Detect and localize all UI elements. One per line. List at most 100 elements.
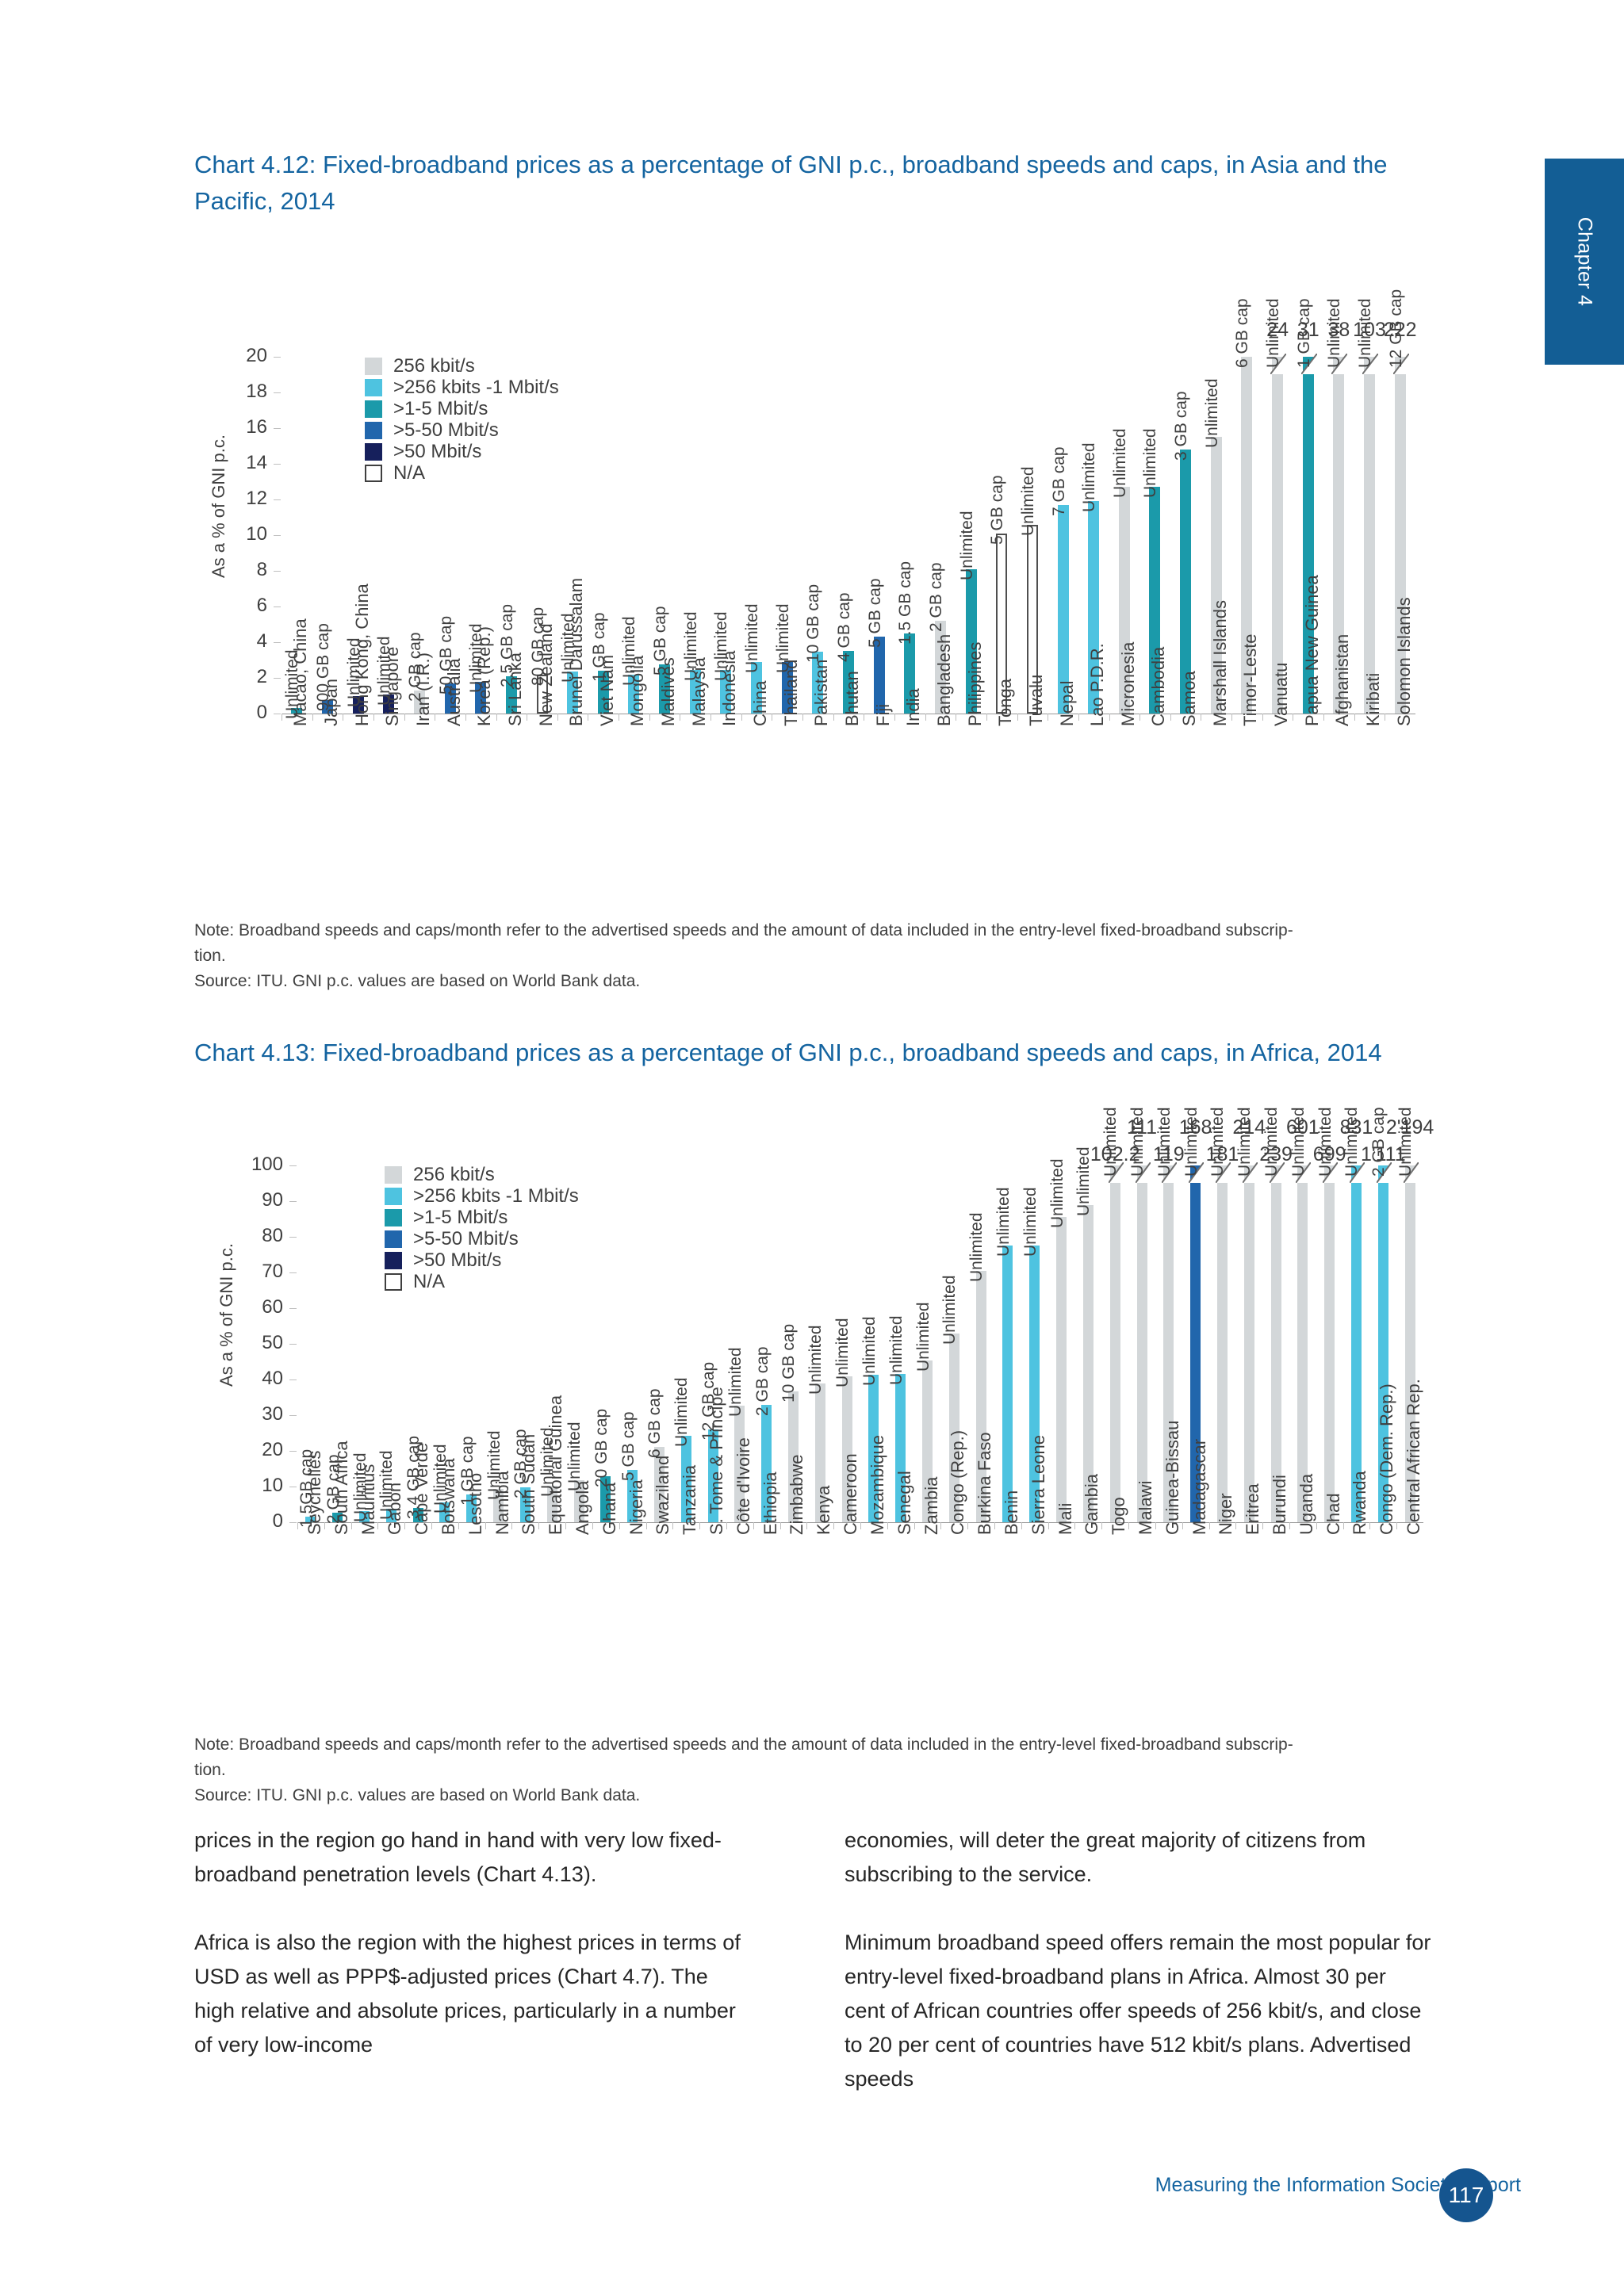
page-number-badge: 117: [1439, 2168, 1493, 2222]
y-axis-tick-label: 0: [272, 1510, 283, 1532]
x-axis-tick-mark: [1208, 1522, 1210, 1529]
x-axis-tick-mark: [887, 1522, 888, 1529]
bar-namibia: [493, 1489, 504, 1522]
bar-south-sudan: [519, 1487, 530, 1522]
axis-break-icon: [1322, 1161, 1339, 1184]
chart-4-12-title-text: Fixed-broadband prices as a percentage o…: [194, 151, 1388, 215]
x-axis-category-label: Nigeria: [626, 1479, 646, 1535]
x-axis-tick-mark: [404, 1522, 406, 1529]
legend-item-5: N/A: [385, 1271, 579, 1292]
x-axis-category-label: Fiji: [872, 703, 893, 726]
x-axis-category-label: Gabon: [385, 1482, 405, 1535]
cap-label: 5 GB cap: [619, 1411, 638, 1482]
cap-label: 4 GB cap: [835, 592, 853, 663]
legend-label: >1-5 Mbit/s: [413, 1206, 508, 1228]
x-axis-tick-mark: [779, 1522, 781, 1529]
y-axis-tick-label: 8: [256, 559, 267, 580]
bar-bangladesh: [934, 621, 946, 714]
x-axis-tick-mark: [967, 1522, 969, 1529]
bar-mongolia: [628, 674, 640, 714]
y-axis-tick-mark: [274, 392, 281, 393]
x-axis-category-label: Cambodia: [1148, 646, 1169, 726]
x-axis-tick-mark: [940, 1522, 942, 1529]
x-axis-tick-mark: [699, 1522, 701, 1529]
bar-cape-verde: [412, 1508, 423, 1522]
chapter-tab: Chapter 4: [1545, 159, 1624, 365]
legend-label: >256 kbits -1 Mbit/s: [413, 1184, 579, 1207]
bar-hong-kong-china: [352, 695, 364, 714]
bar-philippines: [965, 568, 977, 714]
bar-lao-p-d-r: [1088, 501, 1100, 714]
x-axis-tick-mark: [1396, 1522, 1398, 1529]
legend-label: >256 kbits -1 Mbit/s: [393, 376, 559, 398]
y-axis-tick-label: 20: [262, 1439, 283, 1460]
legend-swatch-icon: [365, 421, 382, 439]
legend-label: N/A: [413, 1270, 446, 1292]
note2-line-1: Note: Broadband speeds and caps/month re…: [194, 1735, 1293, 1754]
bar-uganda: [1297, 1165, 1308, 1522]
bar-benin: [1002, 1246, 1013, 1522]
x-axis-tick-mark: [833, 1522, 835, 1529]
x-axis-tick-mark: [465, 714, 466, 721]
note-line-3: Source: ITU. GNI p.c. values are based o…: [194, 972, 641, 990]
x-axis-category-label: India: [903, 688, 924, 726]
y-axis-tick-label: 40: [262, 1368, 283, 1389]
cap-label: Unlimited: [1202, 378, 1221, 449]
y-axis-tick-label: 10: [246, 523, 267, 545]
x-axis-tick-mark: [431, 1522, 433, 1529]
x-axis-category-label: Solomon Islands: [1393, 597, 1414, 726]
x-axis-tick-mark: [458, 1522, 459, 1529]
x-axis-tick-mark: [1021, 1522, 1022, 1529]
y-axis-tick-mark: [289, 1201, 297, 1202]
legend-item-0: 256 kbit/s: [365, 355, 559, 377]
x-axis-category-label: Kiribati: [1363, 672, 1384, 726]
y-axis-tick-mark: [289, 1415, 297, 1416]
x-axis-tick-mark: [1262, 714, 1263, 721]
bar-brunei-darussalam: [567, 672, 579, 714]
legend-label: >5-50 Mbit/s: [413, 1227, 519, 1249]
legend-swatch-icon: [385, 1208, 402, 1226]
axis-break-icon: [1392, 353, 1410, 375]
x-axis-tick-mark: [1369, 1522, 1371, 1529]
y-axis-tick-label: 16: [246, 416, 267, 438]
x-axis-tick-mark: [1182, 1522, 1183, 1529]
axis-break-icon: [1375, 1161, 1392, 1184]
bar-iran-i-r: [413, 690, 425, 714]
bar-viet-nam: [597, 671, 609, 714]
overflow-value-label: 119: [1152, 1143, 1185, 1165]
legend-item-4: >50 Mbit/s: [385, 1249, 579, 1271]
cap-label: 12 GB cap: [1386, 289, 1405, 368]
legend-item-1: >256 kbits -1 Mbit/s: [385, 1185, 579, 1207]
x-axis-tick-mark: [511, 1522, 513, 1529]
bar-new-zealand: [536, 674, 548, 714]
x-axis-tick-mark: [1017, 714, 1018, 721]
cap-label: Unlimited: [806, 1325, 825, 1395]
legend-item-3: >5-50 Mbit/s: [385, 1228, 579, 1249]
x-axis-tick-mark: [1109, 714, 1110, 721]
cap-label: Unlimited: [726, 1347, 745, 1418]
y-axis-tick-mark: [289, 1308, 297, 1309]
x-axis-category-label: Ethiopia: [760, 1471, 780, 1535]
cap-label: Unlimited: [1021, 1187, 1040, 1257]
axis-break-icon: [1270, 353, 1287, 375]
x-axis-tick-mark: [925, 714, 926, 721]
overflow-value-label: 111: [1126, 1116, 1157, 1138]
bar-india: [904, 633, 916, 714]
x-axis-category-label: Botswana: [438, 1458, 458, 1535]
legend-item-3: >5-50 Mbit/s: [365, 419, 559, 441]
x-axis-category-label: Seychelles: [304, 1450, 324, 1535]
y-axis-tick-label: 12: [246, 488, 267, 509]
bar-south-africa: [332, 1513, 343, 1522]
y-axis-tick-label: 14: [246, 452, 267, 473]
bar-singapore: [383, 695, 395, 714]
x-axis-category-label: Mali: [1055, 1502, 1075, 1535]
legend-item-4: >50 Mbit/s: [365, 441, 559, 462]
chart-4-13-note: Note: Broadband speeds and caps/month re…: [194, 1732, 1431, 1808]
y-axis-tick-mark: [289, 1165, 297, 1166]
y-axis-tick-label: 6: [256, 595, 267, 616]
legend-label: >50 Mbit/s: [393, 440, 482, 462]
x-axis-tick-mark: [914, 1522, 915, 1529]
y-axis-tick-label: 20: [246, 345, 267, 366]
bar-maldives: [659, 664, 671, 714]
x-axis-category-label: Kenya: [814, 1485, 834, 1535]
